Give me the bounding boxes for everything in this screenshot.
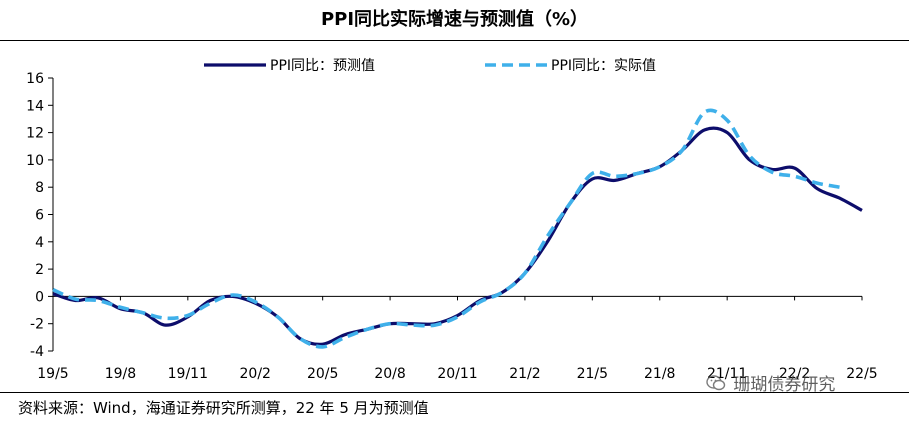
watermark: 珊瑚债券研究 bbox=[706, 370, 835, 397]
x-tick-label: 21/11 bbox=[707, 366, 747, 382]
wechat-icon bbox=[706, 374, 726, 397]
y-tick-label: 14 bbox=[26, 98, 44, 114]
page-title: PPI同比实际增速与预测值（%） bbox=[320, 9, 589, 30]
x-tick-label: 22/2 bbox=[779, 366, 810, 382]
y-tick-label: 0 bbox=[35, 289, 44, 305]
legend-item-forecast: PPI同比：预测值 bbox=[204, 58, 375, 74]
y-tick-label: 10 bbox=[26, 153, 44, 169]
source-note: 资料来源：Wind，海通证券研究所测算，22 年 5 月为预测值 bbox=[18, 399, 429, 417]
title-rule bbox=[0, 40, 909, 41]
x-tick-label: 21/5 bbox=[577, 366, 608, 382]
x-tick-label: 22/5 bbox=[846, 366, 877, 382]
plot-area bbox=[52, 108, 863, 349]
x-tick-label: 19/11 bbox=[168, 366, 208, 382]
x-axis: 19/5 19/8 19/11 20/2 20/5 20/8 20/11 21/2 21/5 21… bbox=[37, 295, 878, 382]
watermark-text: 珊瑚债券研究 bbox=[733, 375, 836, 395]
chart-legend: PPI同比：预测值 PPI同比：实际值 bbox=[204, 58, 656, 74]
legend-label: PPI同比：预测值 bbox=[270, 58, 375, 74]
x-tick-label: 19/5 bbox=[37, 366, 68, 382]
x-tick-label: 20/11 bbox=[437, 366, 477, 382]
y-tick-label: 6 bbox=[35, 208, 44, 224]
x-tick-label: 20/5 bbox=[307, 366, 338, 382]
y-tick-label: -2 bbox=[30, 317, 44, 333]
y-tick-label: 4 bbox=[35, 235, 44, 251]
x-tick-label: 21/8 bbox=[644, 366, 675, 382]
y-tick-label: -4 bbox=[30, 344, 44, 360]
series-line-forecast bbox=[52, 126, 863, 346]
y-tick-label: 8 bbox=[35, 180, 44, 196]
y-tick-label: 16 bbox=[26, 71, 44, 87]
y-tick-label: 12 bbox=[26, 126, 44, 142]
x-tick-label: 20/8 bbox=[374, 366, 405, 382]
legend-label: PPI同比：实际值 bbox=[551, 58, 656, 74]
x-tick-label: 19/8 bbox=[105, 366, 136, 382]
footer-rule bbox=[0, 392, 909, 393]
legend-item-actual: PPI同比：实际值 bbox=[485, 58, 656, 74]
y-axis: -4 -2 0 2 4 6 8 10 12 14 16 bbox=[26, 71, 54, 360]
y-tick-label: 2 bbox=[35, 262, 44, 278]
x-tick-label: 20/2 bbox=[240, 366, 271, 382]
ppi-line-chart: PPI同比：预测值 PPI同比：实际值 -4 -2 0 2 4 6 8 10 12 14 16 19/… bbox=[26, 58, 878, 382]
series-line-actual bbox=[52, 108, 840, 349]
x-tick-label: 21/2 bbox=[509, 366, 540, 382]
